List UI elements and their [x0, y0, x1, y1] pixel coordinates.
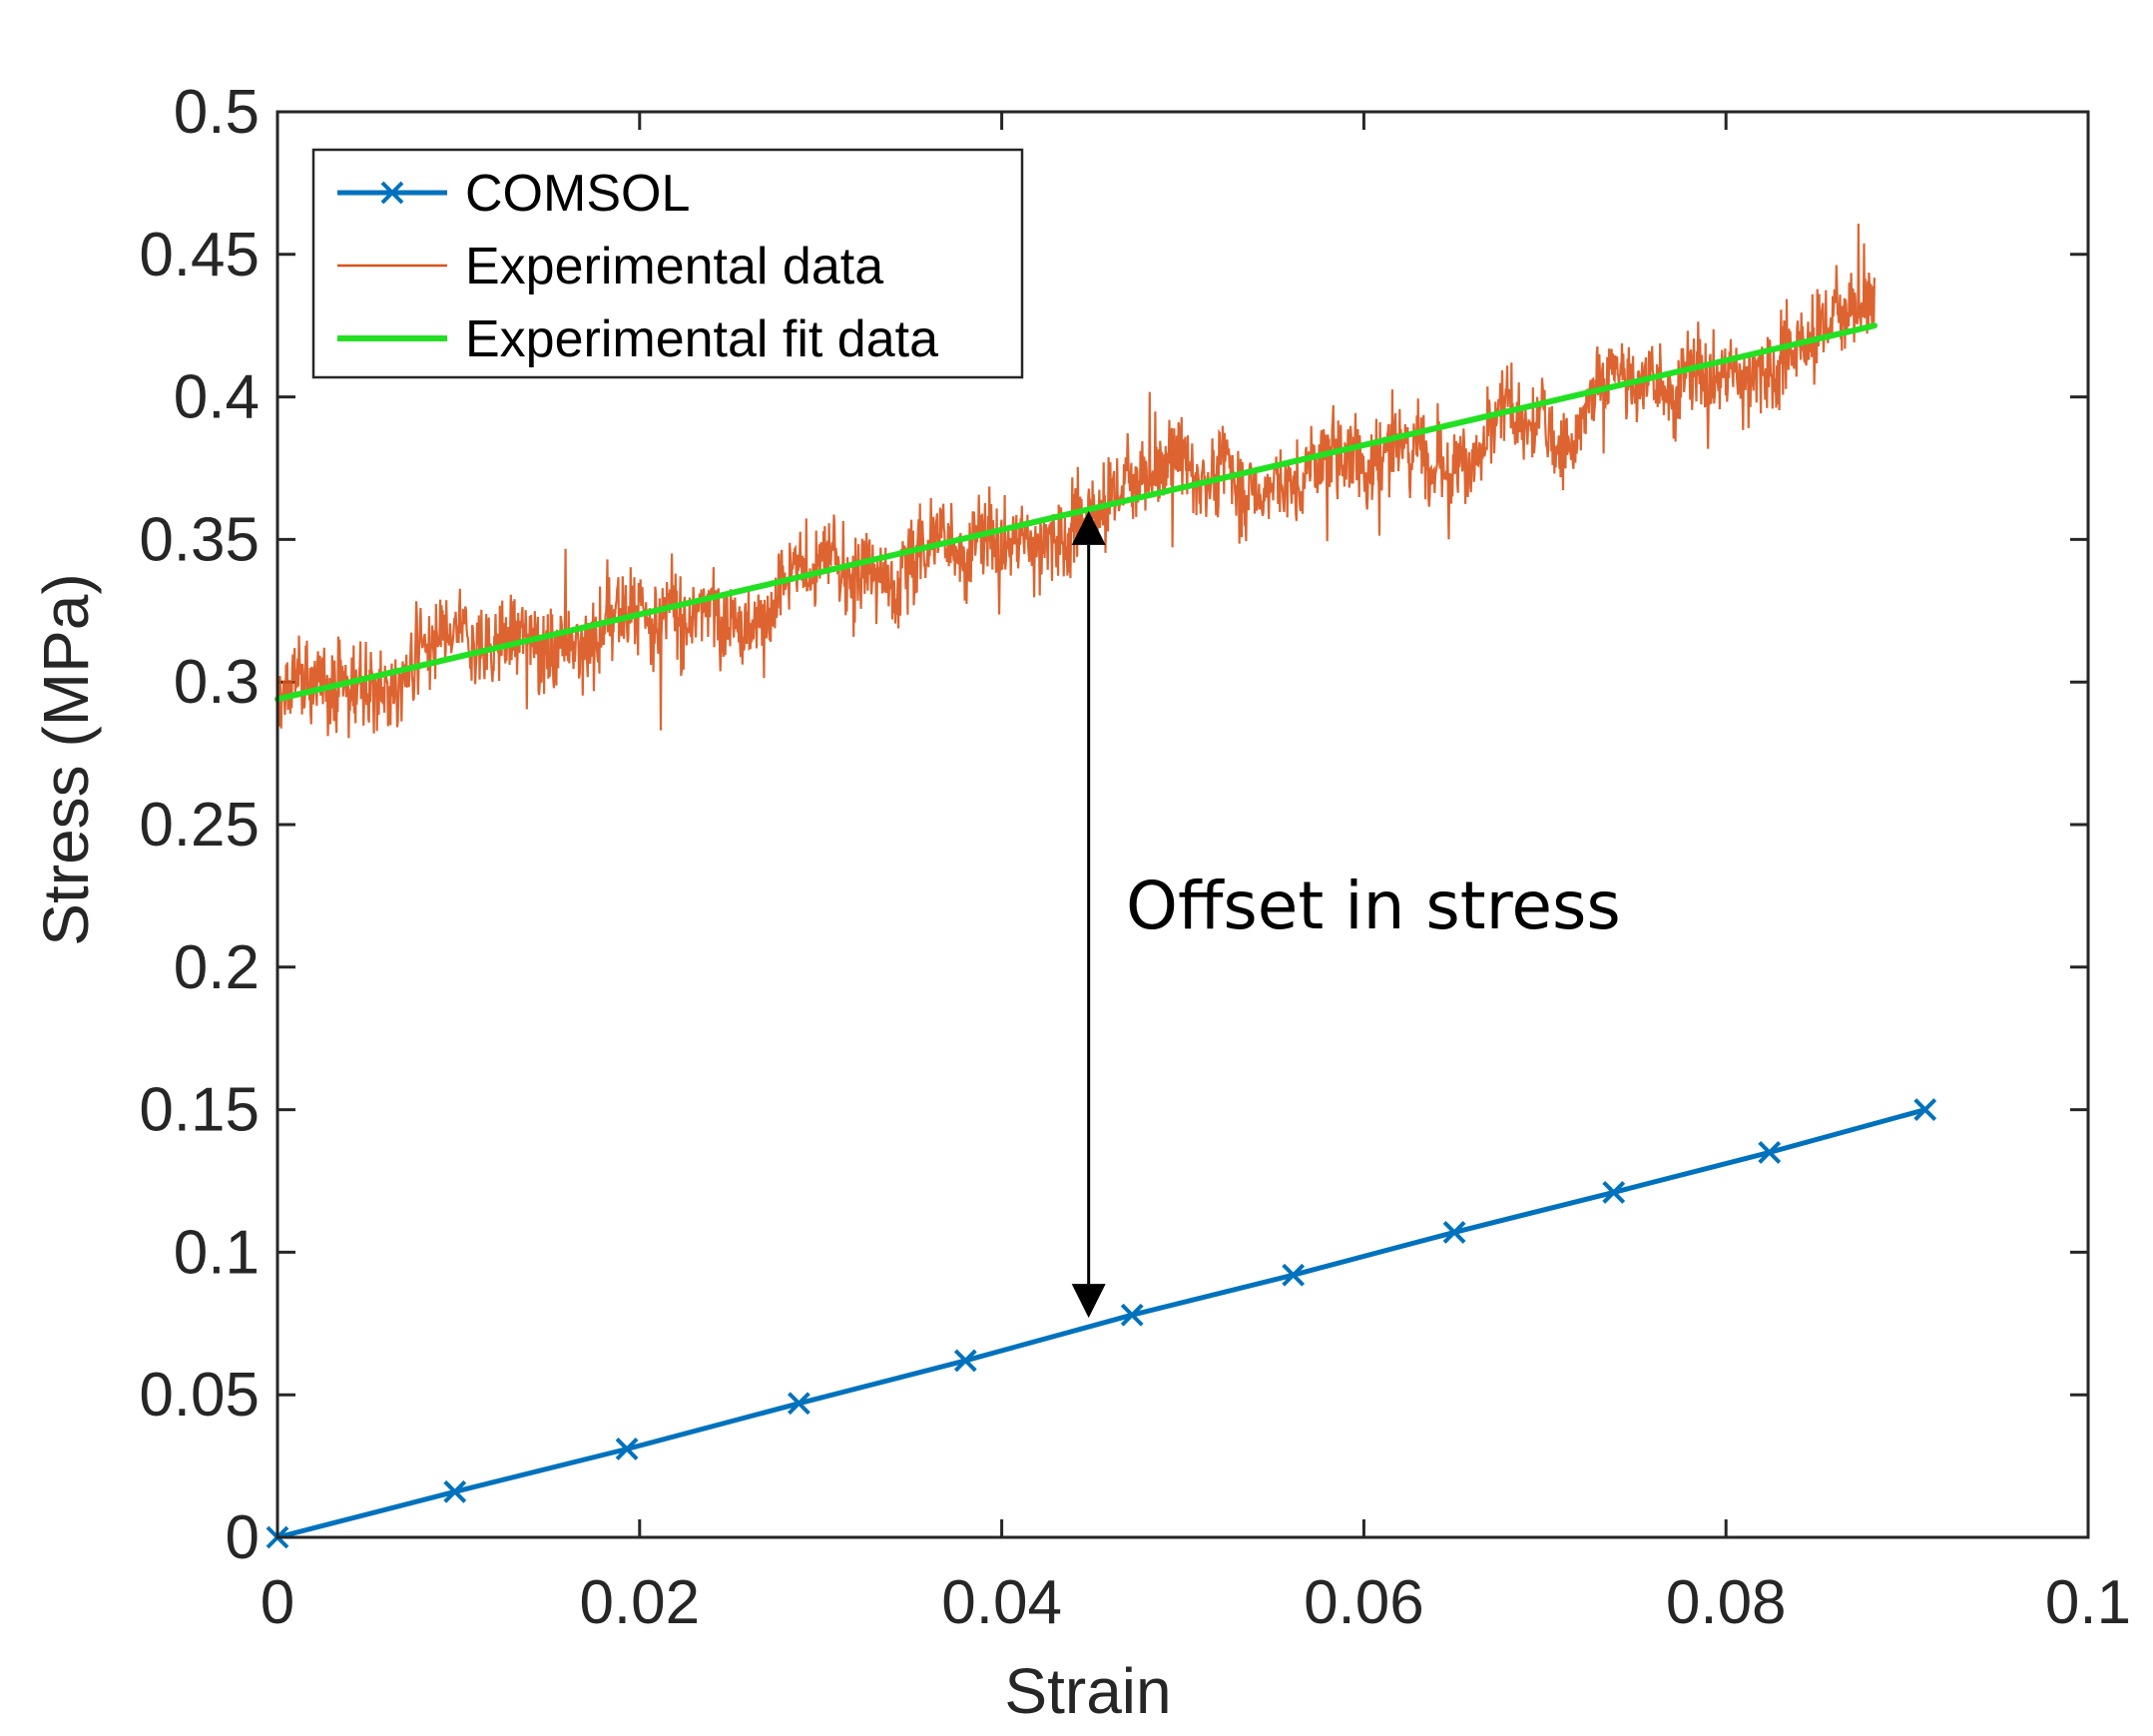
series-layer	[266, 223, 1937, 1549]
x-tick-label: 0.04	[941, 1568, 1062, 1637]
x-tick-label: 0.02	[579, 1568, 700, 1637]
x-tick-label: 0.1	[2045, 1568, 2131, 1637]
legend-entry-experimental-fit: Experimental fit data	[465, 310, 938, 368]
y-tick-labels: 0 0.05 0.1 0.15 0.2 0.25 0.3 0.35 0.4 0.45 0.5	[139, 78, 260, 1572]
y-tick-label: 0.35	[139, 505, 260, 574]
annotation-offset-in-stress: Offset in stress	[1126, 868, 1621, 944]
comsol-marker-stroke	[1282, 1263, 1306, 1287]
legend-marker-comsol	[380, 181, 404, 205]
y-tick-label: 0.3	[174, 648, 260, 717]
comsol-point	[1442, 1220, 1466, 1244]
comsol-point	[953, 1349, 977, 1373]
comsol-point	[1120, 1303, 1144, 1327]
y-tick-label: 0.45	[139, 221, 260, 289]
x-tick-label: 0	[261, 1568, 294, 1637]
y-tick-label: 0	[226, 1503, 260, 1572]
comsol-marker-stroke	[1442, 1220, 1466, 1244]
x-tick-label: 0.08	[1666, 1568, 1787, 1637]
comsol-marker-stroke	[443, 1479, 467, 1503]
x-tick-label: 0.06	[1304, 1568, 1424, 1637]
y-tick-label: 0.15	[139, 1076, 260, 1145]
x-tick-labels: 0 0.02 0.04 0.06 0.08 0.1	[261, 1568, 2131, 1637]
comsol-marker-stroke	[953, 1349, 977, 1373]
comsol-point	[1602, 1181, 1626, 1204]
legend: COMSOL Experimental data Experimental fi…	[311, 148, 1024, 379]
y-tick-label: 0.2	[174, 933, 260, 1002]
y-tick-label: 0.25	[139, 791, 260, 860]
comsol-marker-stroke	[1602, 1181, 1626, 1204]
y-axis-label: Stress (MPa)	[30, 573, 102, 945]
y-tick-label: 0.4	[174, 363, 260, 432]
legend-entry-comsol: COMSOL	[465, 165, 690, 223]
comsol-marker-stroke	[788, 1392, 810, 1416]
experimental-data-line	[275, 223, 1876, 739]
comsol-marker-stroke	[615, 1438, 639, 1460]
annotation-layer: Offset in stress	[1071, 510, 1621, 1319]
comsol-point	[788, 1392, 810, 1416]
comsol-marker-stroke	[1913, 1098, 1937, 1122]
comsol-point	[1913, 1098, 1937, 1122]
experimental-fit-line	[274, 322, 1878, 703]
y-tick-label: 0.05	[139, 1361, 260, 1430]
legend-marker-stroke	[380, 181, 404, 205]
x-axis-label: Strain	[1004, 1655, 1171, 1727]
plot-frame	[275, 110, 2090, 1539]
comsol-point	[1758, 1141, 1782, 1164]
comsol-point	[443, 1479, 467, 1503]
y-tick-label: 0.1	[174, 1218, 260, 1287]
comsol-marker-stroke	[1120, 1303, 1144, 1327]
legend-entry-experimental-data: Experimental data	[465, 238, 883, 295]
comsol-point	[1282, 1263, 1306, 1287]
offset-arrow-head-down	[1071, 1284, 1106, 1319]
comsol-marker-stroke	[1758, 1141, 1782, 1164]
y-tick-label: 0.5	[174, 78, 260, 147]
offset-arrow-head-up	[1071, 510, 1106, 545]
comsol-point	[615, 1438, 639, 1460]
